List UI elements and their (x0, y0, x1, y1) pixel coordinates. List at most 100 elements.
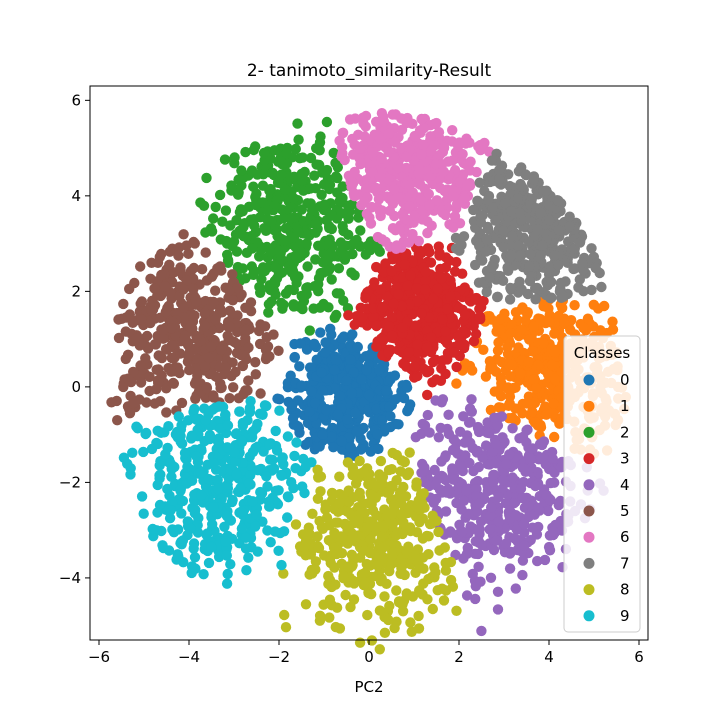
scatter-point (346, 534, 357, 545)
scatter-point (412, 177, 423, 189)
scatter-point (131, 421, 142, 432)
scatter-point (250, 357, 261, 368)
scatter-point (232, 310, 243, 321)
scatter-point (415, 194, 426, 205)
scatter-point (362, 521, 373, 533)
scatter-point (543, 505, 554, 517)
scatter-point (269, 526, 281, 537)
x-axis: −6 −4 −2 0 2 4 6 (88, 640, 644, 666)
scatter-point (411, 296, 423, 307)
scatter-point (395, 497, 407, 509)
scatter-point (381, 291, 393, 302)
scatter-point (300, 461, 311, 473)
scatter-point (337, 333, 348, 344)
scatter-point (345, 442, 356, 453)
scatter-point (463, 417, 475, 428)
scatter-point (225, 559, 236, 570)
scatter-point (503, 400, 514, 411)
scatter-point (279, 184, 291, 195)
scatter-point (568, 263, 579, 275)
scatter-point (356, 374, 367, 385)
scatter-point (514, 207, 525, 219)
scatter-point (461, 485, 472, 496)
scatter-point (156, 248, 167, 260)
scatter-point (236, 523, 248, 534)
scatter-point (314, 615, 326, 626)
scatter-point (354, 241, 366, 252)
scatter-point (331, 548, 342, 560)
scatter-point (383, 464, 395, 476)
scatter-point (307, 508, 318, 519)
scatter-point (312, 464, 323, 475)
scatter-point (228, 382, 239, 393)
scatter-point (185, 523, 196, 534)
scatter-point (401, 545, 412, 556)
scatter-point (336, 444, 348, 455)
scatter-point (216, 265, 227, 276)
scatter-point (401, 382, 413, 393)
scatter-point (564, 221, 575, 232)
scatter-point (267, 167, 278, 178)
scatter-point (258, 169, 269, 180)
scatter-point (510, 307, 522, 318)
scatter-point (352, 341, 363, 353)
scatter-point (371, 320, 382, 332)
scatter-point (404, 179, 415, 190)
scatter-point (386, 550, 398, 561)
scatter-point (485, 510, 496, 521)
scatter-point (511, 524, 522, 535)
scatter-point (413, 610, 424, 622)
scatter-point (410, 554, 421, 565)
scatter-point (205, 431, 216, 443)
scatter-point (532, 224, 543, 235)
scatter-point (414, 125, 426, 136)
scatter-point (189, 238, 200, 249)
scatter-point (527, 406, 538, 417)
scatter-point (507, 423, 518, 434)
scatter-point (427, 356, 439, 368)
scatter-point (247, 496, 258, 507)
scatter-point (181, 240, 192, 251)
scatter-point (373, 194, 385, 205)
scatter-point (336, 208, 348, 219)
scatter-point (464, 165, 476, 176)
scatter-point (330, 355, 342, 366)
scatter-point (187, 502, 198, 514)
scatter-point (124, 283, 135, 295)
scatter-point (456, 526, 468, 537)
scatter-point (169, 461, 180, 473)
scatter-point (317, 257, 329, 268)
scatter-point (422, 216, 433, 227)
scatter-point (444, 255, 455, 266)
scatter-points (106, 108, 631, 655)
scatter-point (374, 133, 386, 145)
scatter-point (200, 415, 212, 426)
scatter-point (474, 177, 485, 188)
scatter-point (527, 346, 539, 357)
scatter-point (216, 382, 227, 393)
scatter-point (372, 429, 383, 440)
legend-marker-4 (583, 479, 595, 491)
scatter-point (377, 552, 389, 564)
scatter-point (289, 171, 300, 182)
scatter-point (250, 369, 261, 380)
scatter-point (212, 474, 223, 486)
scatter-point (160, 344, 172, 355)
scatter-point (457, 148, 468, 160)
scatter-point (549, 373, 561, 384)
scatter-point (309, 397, 321, 409)
scatter-point (286, 401, 298, 412)
scatter-point (407, 187, 418, 198)
scatter-point (313, 542, 325, 554)
scatter-point (578, 322, 589, 334)
scatter-point (227, 269, 238, 280)
scatter-point (314, 145, 325, 156)
scatter-point (208, 501, 219, 513)
scatter-point (318, 599, 329, 610)
scatter-point (150, 339, 161, 350)
scatter-point (315, 327, 326, 338)
scatter-point (339, 518, 350, 530)
scatter-point (270, 262, 281, 273)
scatter-point (486, 314, 497, 325)
scatter-point (349, 319, 360, 330)
